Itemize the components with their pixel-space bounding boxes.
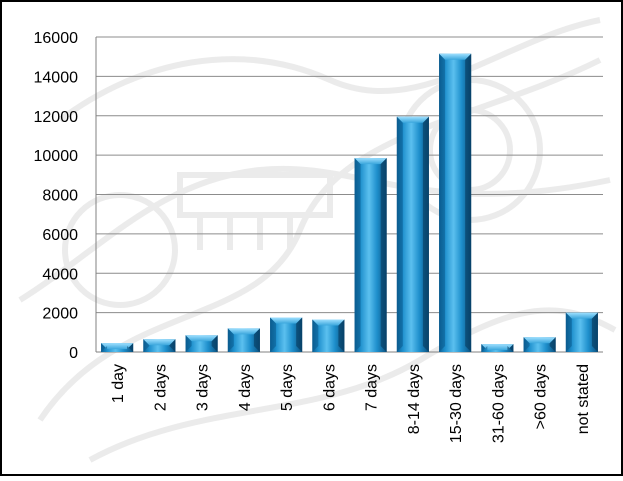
bar-top <box>101 343 134 350</box>
bar <box>270 317 303 352</box>
bar-side-left <box>354 158 361 352</box>
bar <box>354 158 387 352</box>
bar-top <box>523 337 556 344</box>
x-tick-label: 4 days <box>237 364 254 411</box>
bar <box>481 344 514 352</box>
bar-top <box>185 335 218 342</box>
bar-side-right <box>591 312 598 352</box>
x-tick-label: >60 days <box>533 364 550 429</box>
x-tick-label: 1 day <box>110 364 127 403</box>
y-tick-label: 8000 <box>42 188 78 205</box>
y-tick-label: 14000 <box>34 69 79 86</box>
bar-side-right <box>169 339 176 352</box>
bar-side-left <box>143 339 150 352</box>
bar <box>565 312 598 352</box>
bar <box>439 53 472 352</box>
axes <box>95 37 603 353</box>
y-tick-label: 2000 <box>42 306 78 323</box>
bar-side-right <box>296 317 303 352</box>
bar-side-left <box>312 319 319 352</box>
y-tick-label: 12000 <box>34 109 79 126</box>
x-tick-label: 5 days <box>279 364 296 411</box>
bar-side-right <box>127 343 134 352</box>
bar <box>227 328 260 352</box>
bar <box>396 116 429 352</box>
x-tick-label: 6 days <box>321 364 338 411</box>
x-tick-label: 3 days <box>195 364 212 411</box>
y-tick-label: 10000 <box>34 148 79 165</box>
bar-side-left <box>270 317 277 352</box>
bar-side-left <box>565 312 572 352</box>
x-tick-label: 2 days <box>152 364 169 411</box>
y-tick-label: 0 <box>69 345 78 362</box>
bar-side-left <box>481 344 488 352</box>
bar <box>101 343 134 352</box>
x-tick-label: 15-30 days <box>448 364 465 443</box>
bar-side-left <box>523 337 530 352</box>
y-tick-label: 16000 <box>34 30 79 47</box>
bar-top <box>439 53 472 60</box>
bar-side-right <box>338 319 345 352</box>
bar-side-right <box>507 344 514 352</box>
y-tick-label: 4000 <box>42 266 78 283</box>
x-tick-label: 8-14 days <box>406 364 423 434</box>
bar-side-right <box>211 335 218 352</box>
bar-top <box>270 317 303 324</box>
gridlines <box>96 36 603 314</box>
x-tick-labels: 1 day 2 days 3 days 4 days 5 days 6 days 7 day… <box>110 364 592 443</box>
bar-top <box>396 116 429 123</box>
x-tick-label: 31-60 days <box>490 364 507 443</box>
bar <box>312 319 345 352</box>
bar-side-left <box>439 53 446 352</box>
bar <box>523 337 556 352</box>
x-tick-label: not stated <box>575 364 592 434</box>
bar-top <box>312 319 345 326</box>
bar-side-right <box>422 116 429 352</box>
bar-top <box>481 344 514 351</box>
bar-side-right <box>549 337 556 352</box>
bar <box>185 335 218 352</box>
bar-top <box>565 312 598 319</box>
y-tick-labels: 0 2000 4000 6000 8000 10000 12000 14000 16000 <box>34 30 79 362</box>
bar-side-left <box>185 335 192 352</box>
bar-side-left <box>396 116 403 352</box>
bar-side-right <box>380 158 387 352</box>
x-tick-label: 7 days <box>364 364 381 411</box>
bar-side-right <box>465 53 472 352</box>
bar-top <box>354 158 387 165</box>
bar-top <box>143 339 176 346</box>
bar <box>143 339 176 352</box>
bar-side-right <box>253 328 260 352</box>
bar-side-left <box>101 343 108 352</box>
bar-top <box>227 328 260 335</box>
y-tick-label: 6000 <box>42 227 78 244</box>
bar-side-left <box>227 328 234 352</box>
bars <box>101 53 598 352</box>
